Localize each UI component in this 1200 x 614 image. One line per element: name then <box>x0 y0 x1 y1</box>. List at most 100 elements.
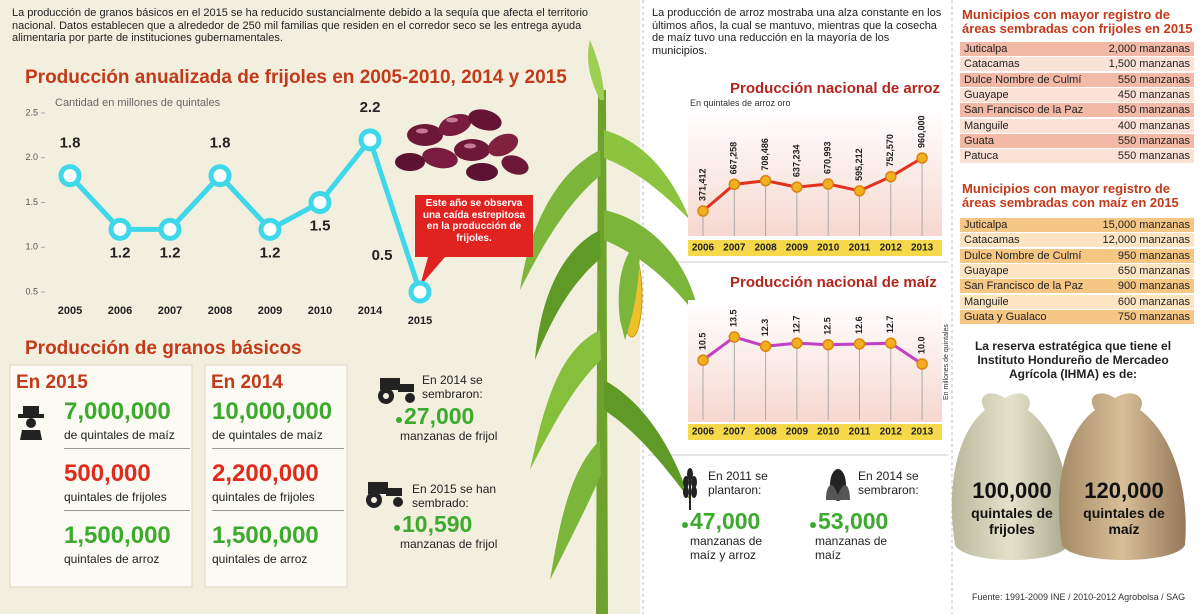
axis-label: En millones de quintales <box>943 324 950 400</box>
value-label: 595,212 <box>854 148 864 181</box>
value-label: 12.7 <box>885 316 895 334</box>
x-tick-label: 2008 <box>208 305 232 317</box>
table-cell: Guata y Gualaco <box>964 310 1047 323</box>
annotation: Este año se observa una caída estrepitos… <box>422 198 526 244</box>
note-text: En 2015 se han sembrado: <box>412 482 497 510</box>
table-cell: Dulce Nombre de Culmí <box>964 73 1082 86</box>
wheat-icon <box>683 468 697 510</box>
divider <box>212 448 344 449</box>
value-label: 708,486 <box>760 138 770 171</box>
data-point <box>308 191 332 214</box>
axis-band <box>688 424 942 440</box>
data-point <box>258 217 282 241</box>
x-tick-label: 2012 <box>880 427 903 438</box>
value-label: 10.0 <box>916 336 926 354</box>
box-2014 <box>204 364 348 588</box>
table-cell: 950 manzanas <box>1117 249 1190 262</box>
x-tick-label: 2006 <box>692 243 715 254</box>
data-point <box>697 205 709 217</box>
table-cell: Patuca <box>964 150 999 163</box>
stat-label: manzanas de frijol <box>400 429 498 443</box>
intro-text: La producción de granos básicos en el 20… <box>12 7 589 45</box>
source: Fuente: 1991-2009 INE / 2010-2012 Agrobo… <box>972 592 1186 602</box>
value-label: 13.5 <box>729 309 739 327</box>
data-point <box>853 185 866 197</box>
stat-label: manzanas de maíz <box>815 534 888 562</box>
table-cell: 650 manzanas <box>1117 264 1190 277</box>
data-point <box>408 280 432 304</box>
sack <box>1058 393 1186 560</box>
table-row <box>960 233 1194 248</box>
plot-background <box>688 300 942 422</box>
table-title: Municipios con mayor registro de áreas s… <box>962 7 1193 36</box>
value-label: 637,234 <box>791 145 801 178</box>
axis-band <box>688 240 942 256</box>
table-cell: 2,000 manzanas <box>1108 43 1190 55</box>
x-tick-label: 2005 <box>58 305 82 317</box>
table-cell: San Francisco de la Paz <box>964 280 1084 293</box>
stat-value: 1,500,000 <box>64 522 171 549</box>
x-tick-label: 2006 <box>692 427 715 438</box>
plot-background <box>688 108 942 236</box>
x-tick-label: 2007 <box>723 427 746 438</box>
data-point <box>108 217 132 241</box>
data-point <box>885 337 897 349</box>
stat-value: 2,200,000 <box>212 460 319 487</box>
chart-subtitle: En quintales de arroz oro <box>690 98 791 108</box>
x-tick-label: 2010 <box>308 305 332 317</box>
table-row <box>960 103 1194 118</box>
x-tick-label: 2009 <box>258 305 282 317</box>
table-cell: 750 manzanas <box>1117 310 1190 323</box>
divider <box>212 510 344 511</box>
table-title: Municipios con mayor registro de áreas s… <box>962 181 1179 210</box>
table-row <box>960 57 1194 72</box>
year-label: En 2015 <box>16 372 88 393</box>
x-tick-label: 2011 <box>849 243 871 254</box>
value-label: 0.5 <box>372 247 393 264</box>
chart-title: Producción nacional de arroz <box>730 80 941 97</box>
table-row <box>960 218 1194 232</box>
x-tick-label: 2007 <box>158 305 182 317</box>
data-point <box>58 164 82 188</box>
chart-title: Producción anualizada de frijoles en 200… <box>25 67 567 88</box>
stat-label: quintales de frijoles <box>64 490 167 504</box>
stat-label: manzanas de frijol <box>400 537 498 551</box>
corn-icon <box>826 469 850 501</box>
table-row <box>960 294 1194 309</box>
stat-value: 47,000 <box>690 508 761 534</box>
beans-image <box>395 109 529 181</box>
stat-value: 10,590 <box>402 511 473 537</box>
annotation-box <box>415 195 533 286</box>
table-cell: Guayape <box>964 264 1009 277</box>
value-label: 752,570 <box>885 134 895 167</box>
data-point <box>916 152 928 164</box>
data-point <box>728 178 741 191</box>
stat-value: 10,000,000 <box>212 398 333 425</box>
x-tick-label: 2008 <box>754 427 777 438</box>
table-row <box>960 42 1194 56</box>
table-cell: Catacamas <box>964 58 1020 71</box>
value-label: 1.2 <box>160 244 181 261</box>
x-tick-label: 2013 <box>911 427 934 438</box>
stat-label: quintales de frijoles <box>212 490 315 504</box>
stat-label: quintales de arroz <box>64 552 160 566</box>
table-cell: Manguile <box>964 295 1009 308</box>
table-cell: 850 manzanas <box>1117 104 1190 117</box>
table-cell: 400 manzanas <box>1117 119 1190 132</box>
x-tick-label: 2008 <box>754 243 777 254</box>
data-point <box>916 358 928 370</box>
table-row <box>960 72 1194 87</box>
data-point <box>853 338 866 350</box>
data-point <box>697 354 709 366</box>
stat-label: manzanas de maíz y arroz <box>690 534 763 562</box>
data-point <box>728 331 741 343</box>
x-tick-label: 2010 <box>817 427 840 438</box>
corn-plant <box>520 40 700 614</box>
data-point <box>208 164 232 188</box>
value-label: 12.3 <box>760 319 770 337</box>
table-cell: 550 manzanas <box>1117 134 1190 147</box>
table-cell: Guayape <box>964 88 1009 101</box>
divider <box>64 510 190 511</box>
x-tick-label: 2006 <box>108 305 132 317</box>
